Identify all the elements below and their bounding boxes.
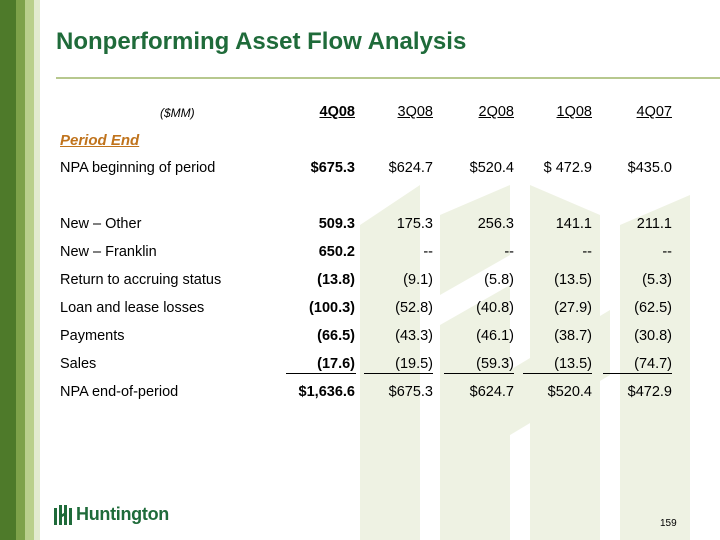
subtotal-rule bbox=[286, 373, 356, 374]
table-cell: (27.9) bbox=[554, 300, 592, 316]
row-label: New – Franklin bbox=[60, 244, 157, 260]
table-row: Payments (66.5) (43.3) (46.1) (38.7) (30… bbox=[60, 328, 672, 348]
table-cell: (5.3) bbox=[642, 272, 672, 288]
table-cell: (5.8) bbox=[484, 272, 514, 288]
column-header: 3Q08 bbox=[397, 104, 433, 120]
row-label: Sales bbox=[60, 356, 97, 372]
section-heading: Period End bbox=[60, 132, 140, 149]
table-cell: $624.7 bbox=[469, 384, 514, 400]
table-cell: $520.4 bbox=[547, 384, 592, 400]
row-label: NPA end-of-period bbox=[60, 384, 179, 400]
table-cell: (62.5) bbox=[634, 300, 672, 316]
table-cell: (74.7) bbox=[634, 356, 672, 372]
table-cell: $1,636.6 bbox=[298, 384, 355, 400]
section-row: Period End bbox=[60, 132, 672, 152]
table-cell: (30.8) bbox=[634, 328, 672, 344]
row-label: Return to accruing status bbox=[60, 272, 222, 288]
row-label: Loan and lease losses bbox=[60, 300, 205, 316]
table-cell: $ 472.9 bbox=[543, 160, 592, 176]
table-cell: (38.7) bbox=[554, 328, 592, 344]
table-cell: -- bbox=[582, 244, 592, 260]
table-row: Sales (17.6) (19.5) (59.3) (13.5) (74.7) bbox=[60, 356, 672, 376]
watermark-logo bbox=[360, 185, 690, 540]
table-cell: $472.9 bbox=[627, 384, 672, 400]
table-cell: $435.0 bbox=[627, 160, 672, 176]
table-cell: $624.7 bbox=[388, 160, 433, 176]
table-cell: (40.8) bbox=[476, 300, 514, 316]
table-cell: 211.1 bbox=[636, 216, 672, 232]
huntington-logo: Huntington bbox=[54, 504, 169, 525]
table-cell: 141.1 bbox=[555, 216, 592, 232]
table-row: Return to accruing status (13.8) (9.1) (… bbox=[60, 272, 672, 292]
table-cell: (13.5) bbox=[554, 356, 592, 372]
table-cell: (52.8) bbox=[395, 300, 433, 316]
subtotal-rule bbox=[603, 373, 672, 374]
row-label: New – Other bbox=[60, 216, 142, 232]
table-row: NPA beginning of period $675.3 $624.7 $5… bbox=[60, 160, 672, 180]
logo-wordmark: Huntington bbox=[76, 504, 169, 524]
table-cell: (19.5) bbox=[395, 356, 433, 372]
column-header: 2Q08 bbox=[478, 104, 514, 120]
huntington-mark-icon bbox=[54, 504, 72, 525]
left-border-stripe-dark bbox=[0, 0, 16, 540]
column-header: 1Q08 bbox=[556, 104, 592, 120]
table-cell: (46.1) bbox=[476, 328, 514, 344]
table-row: New – Franklin 650.2 -- -- -- -- bbox=[60, 244, 672, 264]
table-cell: (13.8) bbox=[317, 272, 355, 288]
table-cell: (13.5) bbox=[554, 272, 592, 288]
row-label: Payments bbox=[60, 328, 125, 344]
table-cell: (43.3) bbox=[395, 328, 433, 344]
table-cell: (100.3) bbox=[309, 300, 355, 316]
units-label: ($MM) bbox=[160, 106, 195, 120]
table-cell: (17.6) bbox=[317, 356, 355, 372]
table-cell: 509.3 bbox=[318, 216, 355, 232]
subtotal-rule bbox=[364, 373, 433, 374]
left-border-stripe-pale bbox=[34, 0, 40, 540]
table-row: NPA end-of-period $1,636.6 $675.3 $624.7… bbox=[60, 384, 672, 404]
table-row: Loan and lease losses (100.3) (52.8) (40… bbox=[60, 300, 672, 320]
table-cell: -- bbox=[423, 244, 433, 260]
row-label: NPA beginning of period bbox=[60, 160, 216, 176]
table-cell: (66.5) bbox=[317, 328, 355, 344]
table-cell: -- bbox=[662, 244, 672, 260]
left-border-stripe-mid bbox=[16, 0, 25, 540]
left-border-stripe-light bbox=[25, 0, 34, 540]
page-title: Nonperforming Asset Flow Analysis bbox=[56, 28, 467, 55]
table-cell: 650.2 bbox=[318, 244, 355, 260]
table-cell: (9.1) bbox=[403, 272, 433, 288]
column-header: 4Q07 bbox=[636, 104, 672, 120]
table-cell: -- bbox=[504, 244, 514, 260]
title-divider bbox=[56, 77, 720, 79]
table-cell: $675.3 bbox=[388, 384, 433, 400]
table-cell: $675.3 bbox=[310, 160, 355, 176]
subtotal-rule bbox=[523, 373, 592, 374]
table-header-row: ($MM) 4Q08 3Q08 2Q08 1Q08 4Q07 bbox=[60, 104, 672, 124]
table-cell: (59.3) bbox=[476, 356, 514, 372]
table-row: New – Other 509.3 175.3 256.3 141.1 211.… bbox=[60, 216, 672, 236]
table-cell: 175.3 bbox=[396, 216, 433, 232]
subtotal-rule bbox=[444, 373, 514, 374]
table-cell: $520.4 bbox=[469, 160, 514, 176]
page-number: 159 bbox=[660, 518, 677, 529]
table-cell: 256.3 bbox=[477, 216, 514, 232]
column-header: 4Q08 bbox=[319, 104, 355, 120]
